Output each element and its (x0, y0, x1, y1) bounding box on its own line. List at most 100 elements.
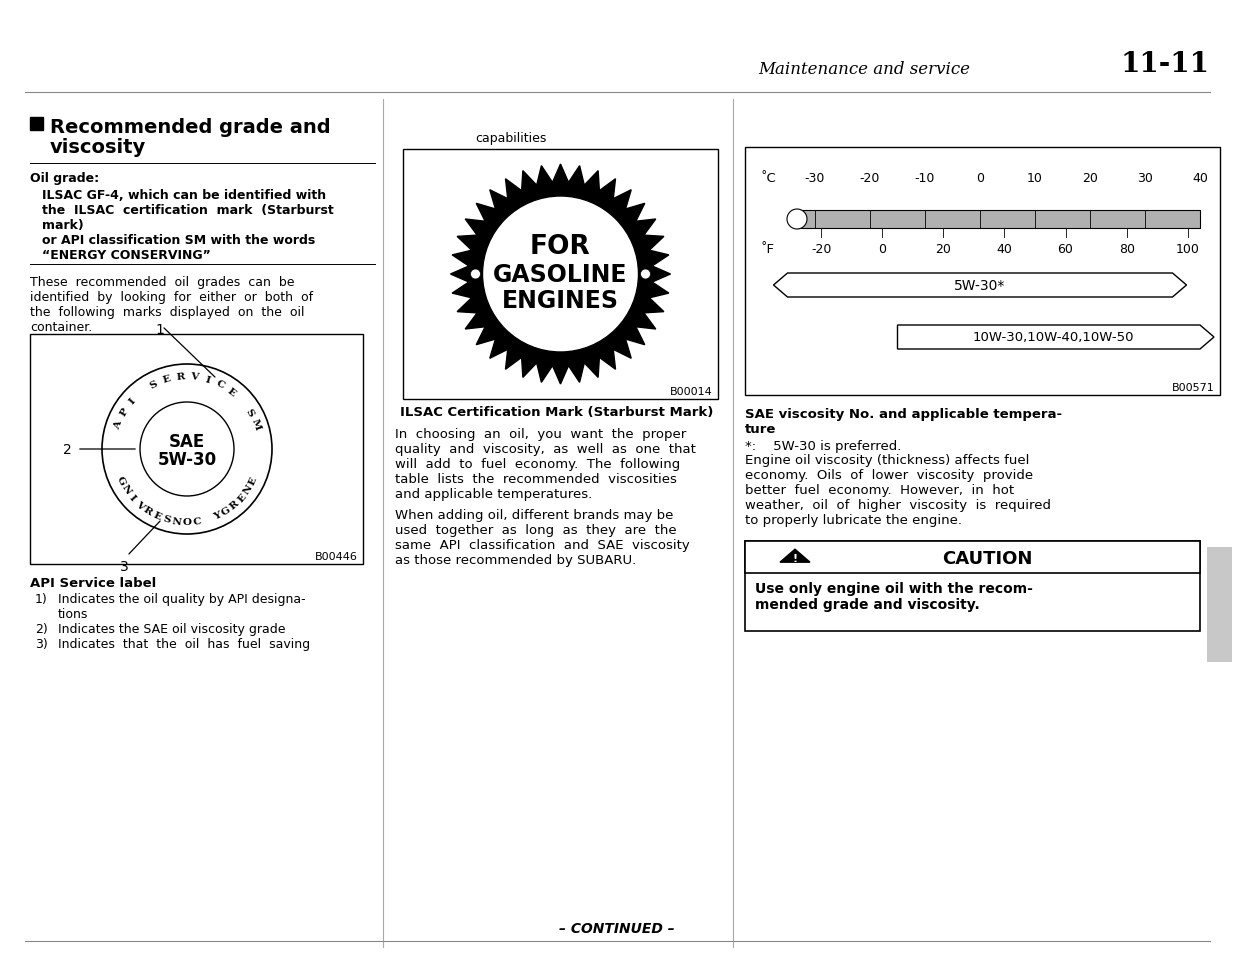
Text: 10W-30,10W-40,10W-50: 10W-30,10W-40,10W-50 (973, 331, 1135, 344)
Text: 20: 20 (1082, 172, 1098, 185)
Text: !: ! (793, 554, 798, 563)
Text: I: I (597, 219, 605, 229)
Text: E: E (511, 317, 524, 330)
Text: FOR: FOR (530, 233, 590, 260)
Text: G: G (115, 475, 127, 486)
Text: 1): 1) (35, 593, 48, 605)
Text: ENGINES: ENGINES (501, 289, 619, 313)
Text: M: M (249, 417, 262, 432)
Text: 10: 10 (1028, 172, 1042, 185)
Text: ˚C: ˚C (760, 172, 776, 185)
Text: I: I (558, 335, 562, 345)
Text: T: T (571, 332, 580, 343)
Text: P: P (536, 208, 545, 218)
Text: 5W-30*: 5W-30* (955, 278, 1005, 293)
Text: Indicates  that  the  oil  has  fuel  saving: Indicates that the oil has fuel saving (58, 638, 310, 650)
Text: quality  and  viscosity,  as  well  as  one  that: quality and viscosity, as well as one th… (395, 442, 695, 456)
Text: “ENERGY CONSERVING”: “ENERGY CONSERVING” (42, 249, 211, 262)
Text: 40: 40 (1192, 172, 1208, 185)
Text: will  add  to  fuel  economy.  The  following: will add to fuel economy. The following (395, 457, 680, 471)
Text: Indicates the SAE oil viscosity grade: Indicates the SAE oil viscosity grade (58, 622, 285, 636)
Text: 30: 30 (1137, 172, 1153, 185)
Text: capabilities: capabilities (475, 132, 546, 145)
Text: -10: -10 (915, 172, 935, 185)
Text: viscosity: viscosity (49, 138, 146, 157)
Text: M: M (571, 206, 582, 217)
Text: identified  by  looking  for  either  or  both  of: identified by looking for either or both… (30, 291, 314, 304)
Polygon shape (773, 274, 1187, 297)
Text: 60: 60 (1057, 243, 1073, 255)
Text: B00571: B00571 (1172, 382, 1215, 393)
Bar (745, 148, 1220, 395)
Text: B00014: B00014 (671, 387, 713, 396)
Text: table  lists  the  recommended  viscosities: table lists the recommended viscosities (395, 473, 677, 485)
Text: I: I (516, 219, 524, 229)
Text: When adding oil, different brands may be: When adding oil, different brands may be (395, 509, 673, 521)
Text: U: U (568, 206, 577, 216)
Text: economy.  Oils  of  lower  viscosity  provide: economy. Oils of lower viscosity provide (745, 469, 1034, 481)
Text: the  ILSAC  certification  mark  (Starburst: the ILSAC certification mark (Starburst (42, 204, 333, 216)
Text: C: C (608, 306, 620, 318)
Text: I: I (127, 396, 137, 406)
Text: R: R (228, 498, 241, 511)
Text: mended grade and viscosity.: mended grade and viscosity. (755, 598, 979, 612)
Text: used  together  as  long  as  they  are  the: used together as long as they are the (395, 523, 677, 537)
Text: These  recommended  oil  grades  can  be: These recommended oil grades can be (30, 275, 294, 289)
Circle shape (483, 196, 638, 353)
Text: to properly lubricate the engine.: to properly lubricate the engine. (745, 514, 962, 526)
Text: SAE viscosity No. and applicable tempera-: SAE viscosity No. and applicable tempera… (745, 408, 1062, 420)
Text: weather,  oil  of  higher  viscosity  is  required: weather, oil of higher viscosity is requ… (745, 498, 1051, 512)
Text: S: S (245, 407, 256, 417)
Text: 40: 40 (997, 243, 1013, 255)
Text: S: S (162, 515, 172, 525)
Text: T: T (599, 222, 610, 233)
Bar (30, 335, 363, 564)
Text: E: E (226, 386, 237, 397)
Text: N: N (526, 211, 537, 222)
Text: *:    5W-30 is preferred.: *: 5W-30 is preferred. (745, 439, 902, 453)
Text: E: E (247, 475, 259, 486)
Polygon shape (781, 550, 810, 562)
Text: I: I (127, 493, 137, 502)
Text: 5W-30: 5W-30 (157, 451, 216, 469)
Text: Indicates the oil quality by API designa-: Indicates the oil quality by API designa… (58, 593, 305, 605)
Text: R: R (511, 221, 522, 233)
Text: R: R (584, 326, 597, 338)
Circle shape (471, 270, 480, 280)
Text: ILSAC Certification Mark (Starburst Mark): ILSAC Certification Mark (Starburst Mark… (400, 406, 714, 418)
Text: A: A (501, 232, 513, 243)
Text: N: N (242, 483, 254, 496)
Text: S: S (588, 213, 599, 224)
Text: 1: 1 (156, 323, 164, 336)
Text: 2: 2 (63, 442, 72, 456)
Text: V: V (133, 498, 146, 511)
Text: Y: Y (212, 511, 222, 521)
Bar (403, 150, 718, 399)
Text: E: E (236, 492, 248, 503)
Text: same  API  classification  and  SAE  viscosity: same API classification and SAE viscosit… (395, 538, 690, 552)
Text: container.: container. (30, 320, 93, 334)
Polygon shape (451, 165, 671, 385)
Text: ILSAC GF-4, which can be identified with: ILSAC GF-4, which can be identified with (42, 189, 326, 202)
Text: S: S (148, 378, 159, 390)
Text: A: A (112, 419, 124, 430)
Text: 3): 3) (35, 638, 48, 650)
Circle shape (787, 210, 806, 230)
Text: C: C (519, 215, 529, 227)
Text: Recommended grade and: Recommended grade and (49, 118, 331, 137)
Text: N: N (120, 483, 132, 496)
Text: In  choosing  an  oil,  you  want  the  proper: In choosing an oil, you want the proper (395, 428, 687, 440)
Text: tions: tions (58, 607, 89, 620)
Text: 0: 0 (878, 243, 887, 255)
Text: Use only engine oil with the recom-: Use only engine oil with the recom- (755, 581, 1032, 596)
Text: GASOLINE: GASOLINE (493, 263, 627, 287)
Polygon shape (898, 326, 1214, 350)
Circle shape (641, 270, 651, 280)
Text: the  following  marks  displayed  on  the  oil: the following marks displayed on the oil (30, 306, 305, 318)
Text: A: A (522, 213, 532, 225)
Text: L: L (559, 205, 566, 214)
Text: O: O (183, 518, 191, 527)
Text: B00446: B00446 (315, 552, 358, 561)
Text: CAUTION: CAUTION (942, 550, 1032, 567)
Text: 3: 3 (120, 559, 128, 574)
